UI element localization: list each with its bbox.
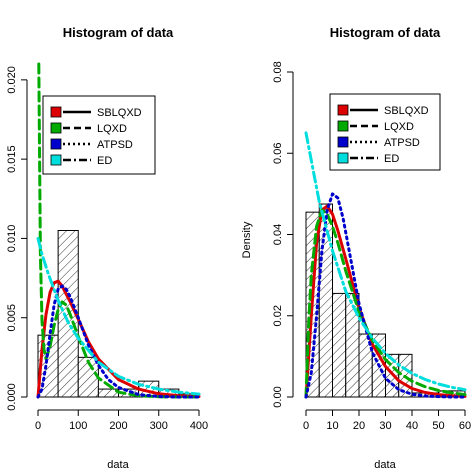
y-tick-label: 0.04 [272,224,284,245]
legend-label: LQXD [384,121,414,133]
right-plot-area: 0 10 20 30 40 50 60 0.00 0.02 0.04 0.06 0.08 [272,61,471,432]
right-legend: SBLQXD LQXD ATPSD ED [329,93,441,171]
x-tick-label: 300 [150,420,168,432]
y-tick-label: 0.08 [272,61,284,82]
legend-swatch [337,120,349,132]
legend-swatch [50,106,62,118]
x-tick-label: 200 [109,420,127,432]
x-tick-label: 30 [379,420,391,432]
right-y-axis-label: Density [241,221,253,258]
legend-swatch [337,152,349,164]
x-tick-label: 20 [353,420,365,432]
series-line-atpsd [304,192,467,399]
series-line-ed [304,131,467,392]
x-tick-label: 0 [35,420,41,432]
y-tick-label: 0.020 [6,66,18,94]
series-line-atpsd [36,284,201,399]
left-legend-box [42,95,156,175]
y-tick-label: 0.010 [6,225,18,253]
legend-swatch [50,138,62,150]
series-line-lqxd [304,208,467,399]
x-tick-label: 60 [459,420,471,432]
y-tick-label: 0.06 [272,143,284,164]
x-tick-label: 40 [406,420,418,432]
x-tick-label: 0 [303,420,309,432]
legend-label: ATPSD [97,139,133,151]
legend-swatch [50,122,62,134]
x-tick-label: 400 [190,420,208,432]
left-plot-area: 0 100 200 300 400 0.000 0.005 0.010 0.015 0.020 [6,62,208,432]
legend-swatch [50,154,62,166]
right-x-axis-label: data [374,459,396,471]
legend-label: ATPSD [384,137,420,149]
left-chart-title: Histogram of data [63,25,174,40]
legend-label: ED [97,155,112,167]
left-x-axis-label: data [107,459,129,471]
legend-label: SBLQXD [97,107,142,119]
legend-swatch [337,104,349,116]
x-tick-label: 50 [432,420,444,432]
y-tick-label: 0.00 [272,386,284,407]
y-tick-label: 0.015 [6,145,18,173]
y-tick-label: 0.005 [6,304,18,332]
series-line-ed [36,236,201,396]
histogram-bar [332,292,347,398]
x-tick-label: 100 [69,420,87,432]
legend-label: ED [384,153,399,165]
left-panel: Histogram of data data 0 100 200 300 400 0.00… [6,25,208,471]
left-legend: SBLQXD LQXD ATPSD ED [42,95,156,175]
x-tick-label: 10 [326,420,338,432]
right-chart-title: Histogram of data [330,25,441,40]
y-tick-label: 0.000 [6,383,18,411]
histogram-bar [318,203,333,398]
legend-swatch [337,136,349,148]
y-tick-label: 0.02 [272,305,284,326]
legend-label: LQXD [97,123,127,135]
series-line-lqxd [37,62,201,399]
right-panel: Histogram of data data Density 0 10 20 30 40… [241,25,471,471]
legend-label: SBLQXD [384,105,429,117]
